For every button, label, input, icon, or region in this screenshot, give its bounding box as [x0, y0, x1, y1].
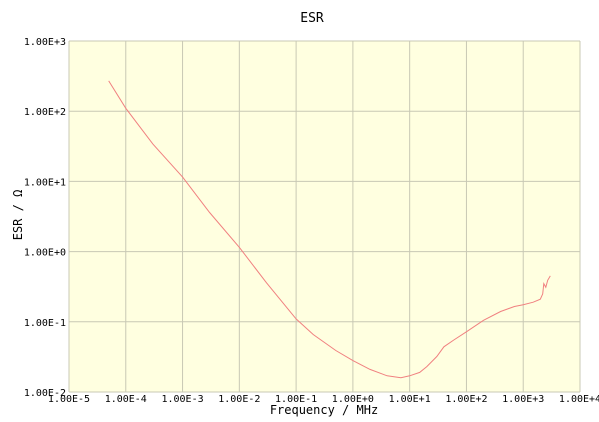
x-tick-label: 1.00E+3: [502, 394, 544, 405]
x-tick-label: 1.00E+1: [389, 394, 431, 405]
x-tick-label: 1.00E+2: [445, 394, 487, 405]
x-axis-title: Frequency / MHz: [270, 403, 378, 417]
x-tick-label: 1.00E+0: [332, 394, 374, 405]
y-tick-label: 1.00E+0: [24, 248, 66, 259]
y-tick-label: 1.00E+1: [24, 177, 66, 188]
x-tick-label: 1.00E-2: [218, 394, 260, 405]
series-group: [108, 80, 551, 379]
x-tick-label: 1.00E+4: [559, 394, 599, 405]
series-line: [108, 80, 551, 379]
y-tick-label: 1.00E-2: [24, 388, 66, 399]
x-tick-label: 1.00E-4: [105, 394, 147, 405]
plot-area: [69, 41, 580, 392]
y-axis-title: ESR / Ω: [11, 190, 25, 241]
y-tick-labels: 1.00E+3 1.00E+2 1.00E+1 1.00E+0 1.00E-1 1.00E…: [24, 37, 66, 399]
y-tick-label: 1.00E-1: [24, 318, 66, 329]
x-tick-label: 1.00E-5: [48, 394, 90, 405]
grid: [68, 40, 581, 393]
y-tick-label: 1.00E+3: [24, 37, 66, 48]
x-tick-label: 1.00E-1: [275, 394, 317, 405]
chart-title: ESR: [300, 11, 324, 26]
x-tick-label: 1.00E-3: [161, 394, 203, 405]
plot-background: [69, 41, 580, 392]
y-tick-label: 1.00E+2: [24, 107, 66, 118]
x-tick-labels: 1.00E-5 1.00E-4 1.00E-3 1.00E-2 1.00E-1 1.00E…: [48, 394, 599, 405]
